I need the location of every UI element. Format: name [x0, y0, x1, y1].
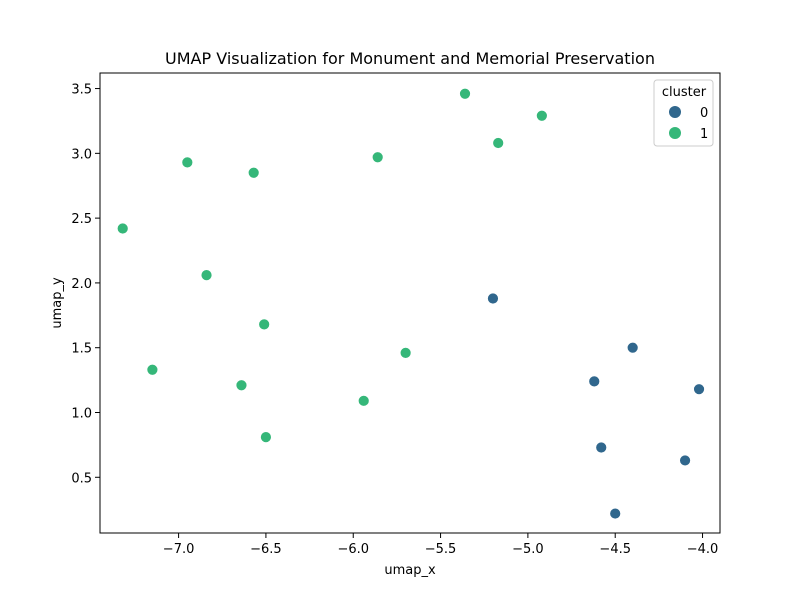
y-tick-label: 1.5 [71, 342, 92, 357]
y-tick-label: 1.0 [71, 406, 92, 421]
point-cluster-1 [258, 318, 271, 331]
point-cluster-0 [693, 383, 705, 396]
point-cluster-1 [116, 222, 129, 235]
point-cluster-0 [487, 292, 499, 305]
y-axis: 0.5 1.0 1.5 2.0 2.5 3.0 3.5 [71, 83, 100, 486]
legend: cluster 01 [653, 79, 714, 147]
x-tick-label: −5.5 [425, 542, 457, 557]
point-cluster-1 [535, 109, 548, 122]
chart-title: UMAP Visualization for Monument and Memo… [165, 49, 655, 68]
point-cluster-1 [371, 151, 384, 164]
plot-frame [99, 72, 721, 534]
y-tick-label: 2.0 [71, 277, 92, 292]
point-cluster-0 [595, 441, 608, 454]
x-tick-label: −4.5 [599, 542, 631, 557]
legend-label-0: 0 [700, 106, 708, 121]
point-cluster-0 [626, 341, 639, 354]
y-tick-label: 3.5 [71, 83, 92, 98]
point-cluster-1 [492, 137, 505, 149]
legend-label-1: 1 [700, 127, 708, 142]
y-axis-label: umap_y [50, 277, 65, 329]
x-tick-label: −6.0 [337, 542, 369, 557]
point-cluster-1 [146, 363, 159, 376]
legend-marker-0 [669, 106, 681, 118]
point-cluster-1 [247, 166, 260, 179]
point-cluster-0 [679, 454, 691, 467]
x-axis: −7.0 −6.5 −6.0 −5.5 −5.0 −4.5 −4.0 [163, 533, 719, 557]
point-cluster-0 [609, 507, 622, 520]
x-tick-label: −6.5 [250, 542, 282, 557]
y-tick-label: 3.0 [71, 147, 92, 162]
legend-entries: 01 [669, 106, 708, 142]
point-cluster-1 [459, 87, 471, 100]
point-cluster-1 [200, 269, 213, 282]
x-tick-label: −4.0 [687, 542, 719, 557]
y-tick-label: 2.5 [71, 212, 92, 227]
points-layer [116, 87, 705, 520]
plot-area [99, 72, 721, 534]
point-cluster-1 [399, 346, 412, 359]
legend-title: cluster [662, 85, 707, 100]
point-cluster-1 [235, 379, 248, 392]
point-cluster-1 [181, 156, 194, 169]
x-axis-label: umap_x [384, 563, 436, 578]
legend-box [653, 79, 714, 147]
y-tick-label: 0.5 [71, 471, 92, 486]
point-cluster-1 [260, 431, 272, 444]
x-tick-label: −7.0 [163, 542, 195, 557]
legend-marker-1 [669, 127, 681, 139]
x-tick-label: −5.0 [512, 542, 544, 557]
point-cluster-1 [357, 394, 370, 407]
point-cluster-0 [588, 375, 601, 388]
